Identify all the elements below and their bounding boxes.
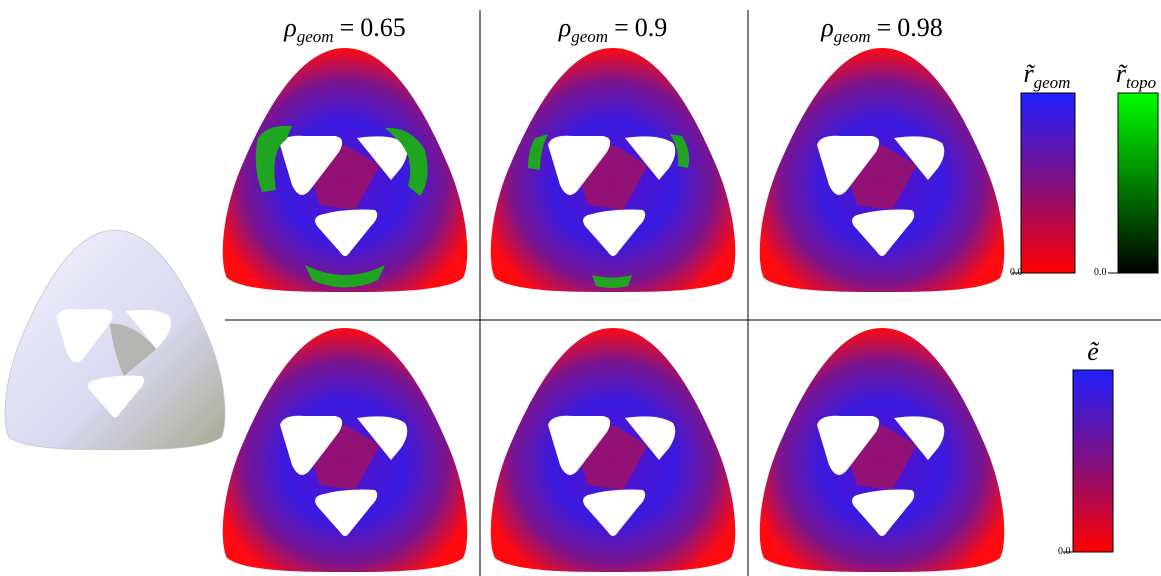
value: 0.98 (897, 13, 943, 42)
colorbar-bar (1020, 92, 1076, 274)
column-header: ρgeom = 0.98 (820, 13, 942, 46)
relation: = (877, 13, 892, 42)
min-label: 0.0 (1058, 546, 1071, 557)
heatmap-render (222, 328, 468, 572)
subscript: geom (571, 27, 608, 46)
colorbar: ẽ 0.0 (1058, 337, 1114, 557)
symbol: ρ (558, 13, 571, 42)
colorbar: r̃geom 0.0 (1010, 59, 1076, 278)
column-header: ρgeom = 0.65 (283, 13, 405, 46)
colorbar-title: r̃geom (1024, 59, 1071, 92)
symbol: r̃ (1116, 59, 1128, 88)
heatmap-render (759, 48, 1005, 292)
heatmap-render (490, 48, 736, 292)
symbol: ρ (820, 13, 833, 42)
symbol: r̃ (1024, 59, 1036, 88)
colorbar: r̃topo 0.0 (1094, 59, 1159, 278)
subscript: geom (834, 27, 871, 46)
relation: = (340, 13, 355, 42)
colorbar-bar (1072, 369, 1114, 553)
input-render (4, 229, 226, 451)
heatmap-render (759, 328, 1005, 572)
symbol: ρ (283, 13, 296, 42)
value: 0.65 (360, 13, 406, 42)
subscript: topo (1126, 73, 1156, 92)
subscript: geom (1034, 73, 1071, 92)
colorbar-bar (1117, 92, 1159, 274)
value: 0.9 (635, 13, 668, 42)
colorbar-title: ẽ (1087, 337, 1100, 366)
min-label: 0.0 (1010, 267, 1023, 278)
min-label: 0.0 (1094, 267, 1107, 278)
subscript: geom (297, 27, 334, 46)
relation: = (614, 13, 629, 42)
column-header: ρgeom = 0.9 (558, 13, 667, 46)
heatmap-render (490, 328, 736, 572)
topology-patches (255, 125, 690, 288)
colorbar-title: r̃topo (1116, 59, 1156, 92)
